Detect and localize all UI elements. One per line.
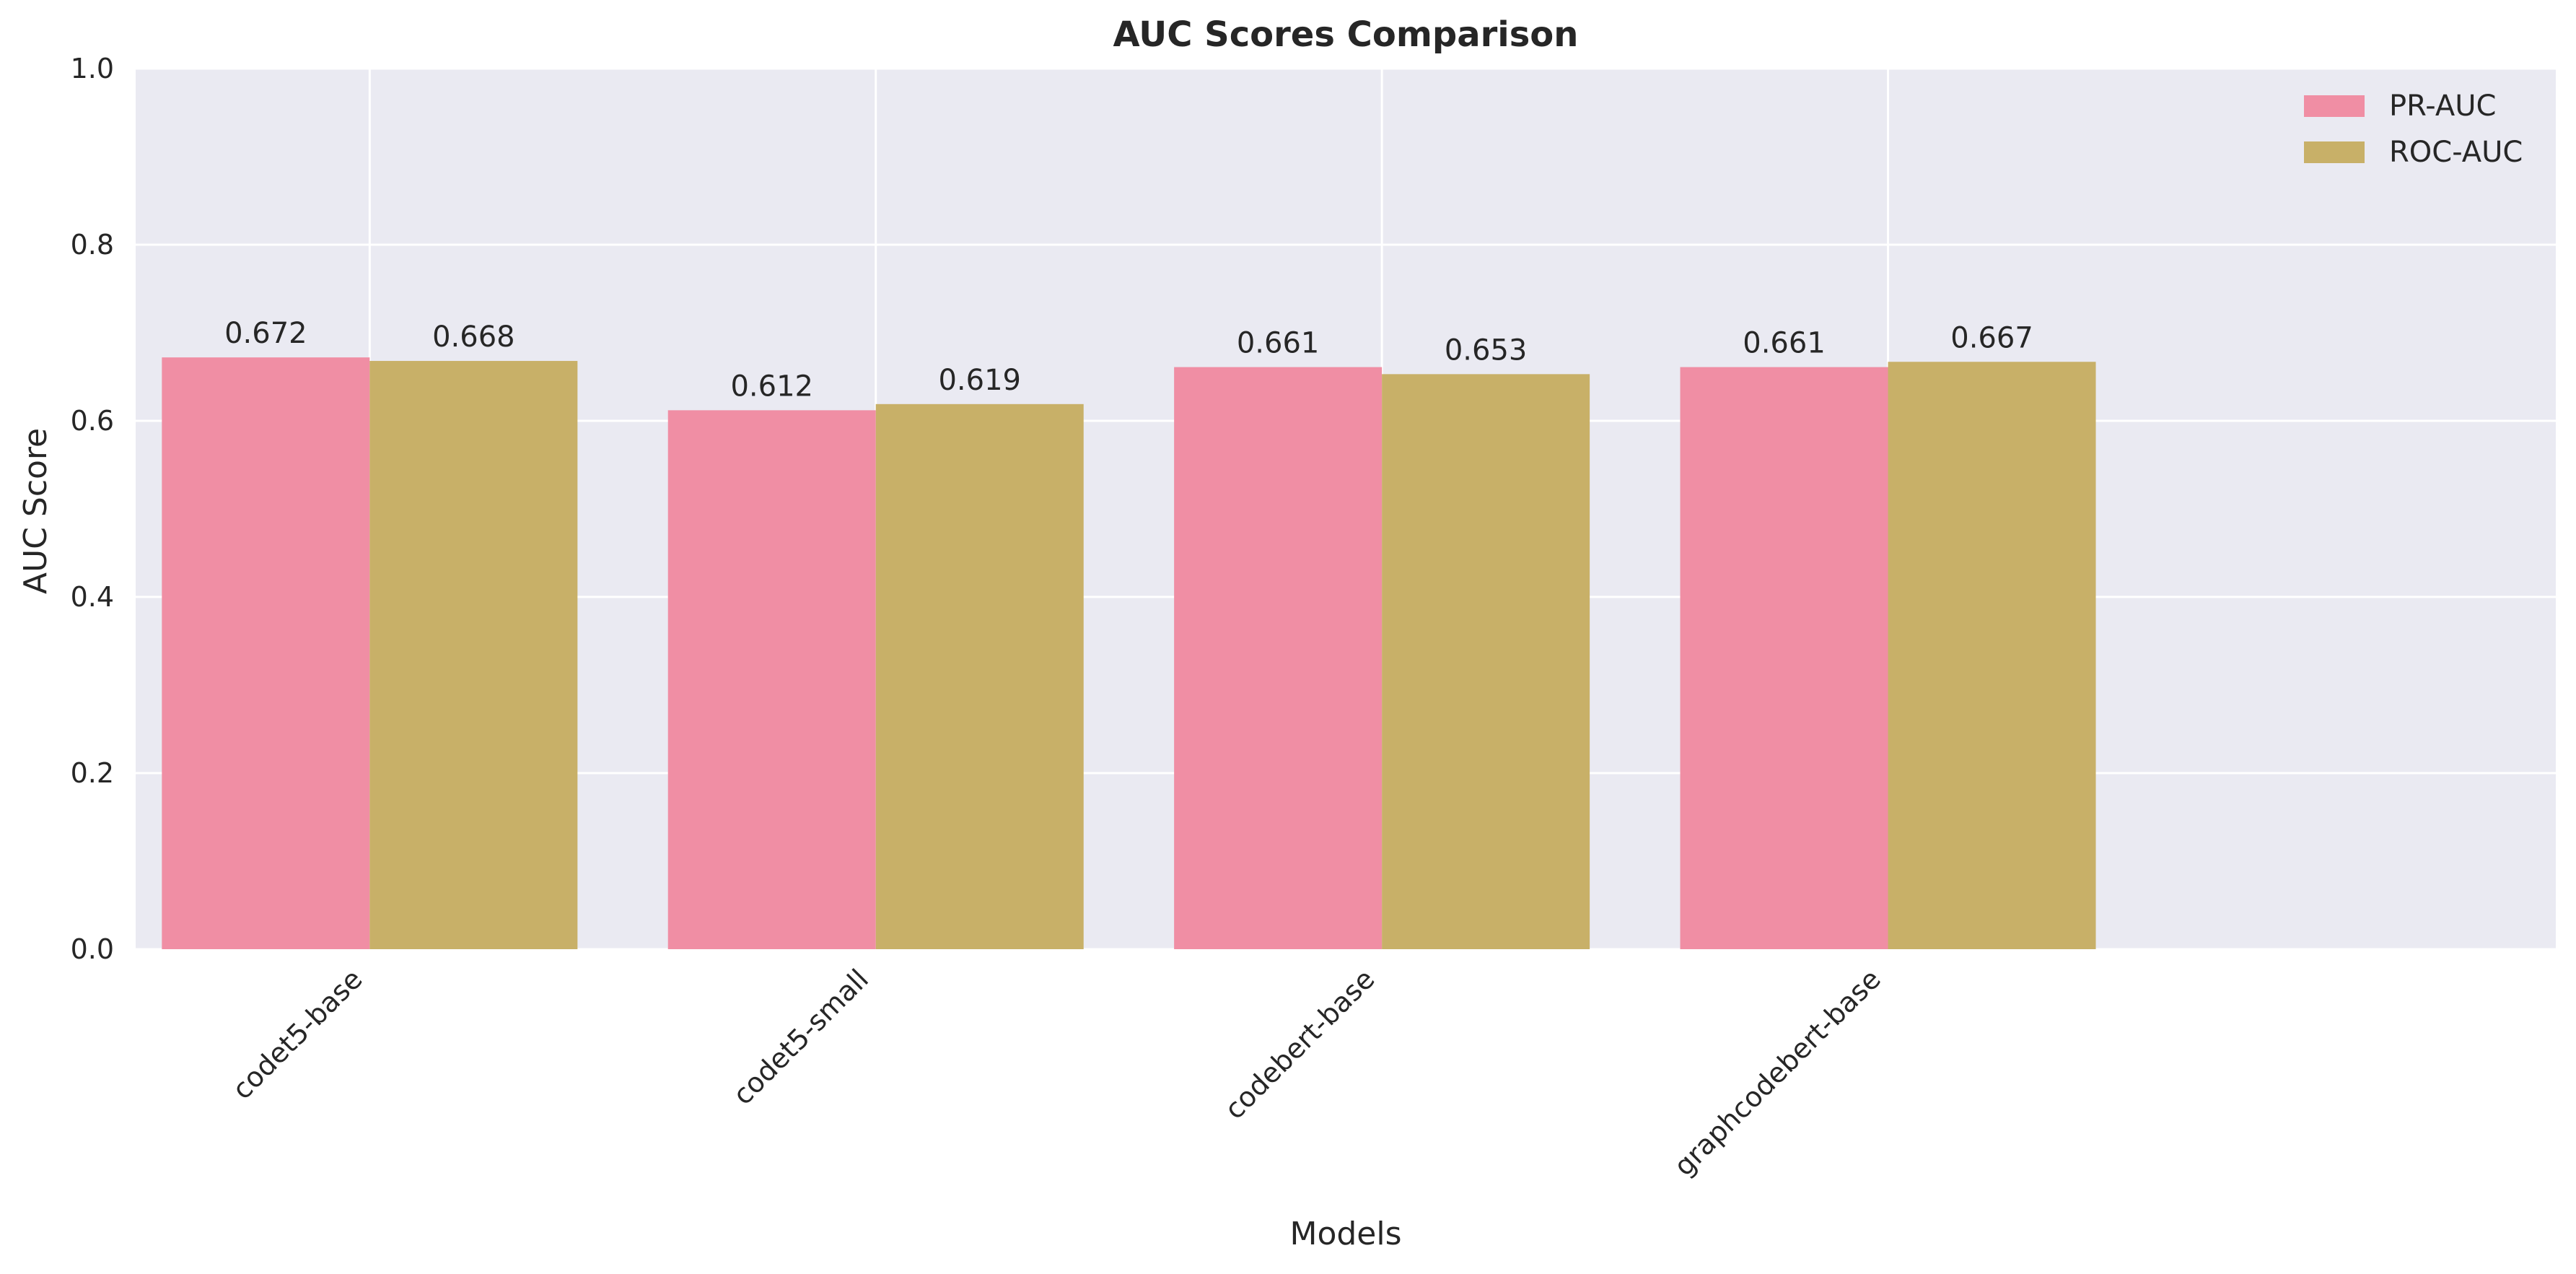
bar-pr-auc [1680, 367, 1888, 950]
legend-label: PR-AUC [2389, 90, 2496, 123]
bar-pr-auc [1174, 367, 1383, 950]
x-axis-ticks: codet5-base codet5-small codebert-base grap… [226, 963, 1886, 1182]
legend-label: ROC-AUC [2389, 136, 2523, 169]
x-tick-label: codet5-base [226, 963, 368, 1105]
y-tick-label: 0.2 [71, 757, 114, 789]
bar-roc-auc [369, 361, 578, 949]
x-axis-title: Models [1289, 1216, 1401, 1252]
chart-title: AUC Scores Comparison [1113, 14, 1579, 55]
y-axis-ticks: 0.0 0.2 0.4 0.6 0.8 1.0 [71, 53, 114, 965]
bar-value-label: 0.661 [1237, 327, 1320, 360]
legend: PR-AUC ROC-AUC [2304, 90, 2523, 169]
data-labels: 0.672 0.668 0.612 0.619 0.661 0.653 0.661 0.667 [224, 317, 2033, 403]
bar-roc-auc [875, 403, 1084, 949]
y-axis-title: AUC Score [17, 428, 54, 594]
bar-value-label: 0.653 [1445, 333, 1528, 367]
bar-pr-auc [667, 410, 876, 949]
y-tick-label: 0.4 [71, 581, 114, 613]
y-tick-label: 0.0 [71, 933, 114, 965]
x-tick-label: codebert-base [1219, 963, 1381, 1125]
bar-value-label: 0.672 [224, 317, 307, 350]
x-tick-label: graphcodebert-base [1668, 963, 1886, 1182]
bar-pr-auc [162, 357, 370, 949]
bar-value-label: 0.668 [432, 320, 515, 354]
y-tick-label: 0.8 [71, 229, 114, 261]
y-tick-label: 1.0 [71, 53, 114, 84]
bar-value-label: 0.619 [938, 364, 1021, 397]
legend-swatch [2304, 95, 2365, 117]
bar-value-label: 0.612 [730, 370, 813, 403]
bars [162, 357, 2096, 950]
bar-roc-auc [1888, 362, 2096, 949]
bar-value-label: 0.661 [1743, 327, 1826, 360]
bar-value-label: 0.667 [1950, 321, 2033, 354]
bar-roc-auc [1382, 374, 1590, 949]
x-tick-label: codet5-small [727, 963, 875, 1111]
legend-swatch [2304, 141, 2365, 163]
y-tick-label: 0.6 [71, 405, 114, 437]
